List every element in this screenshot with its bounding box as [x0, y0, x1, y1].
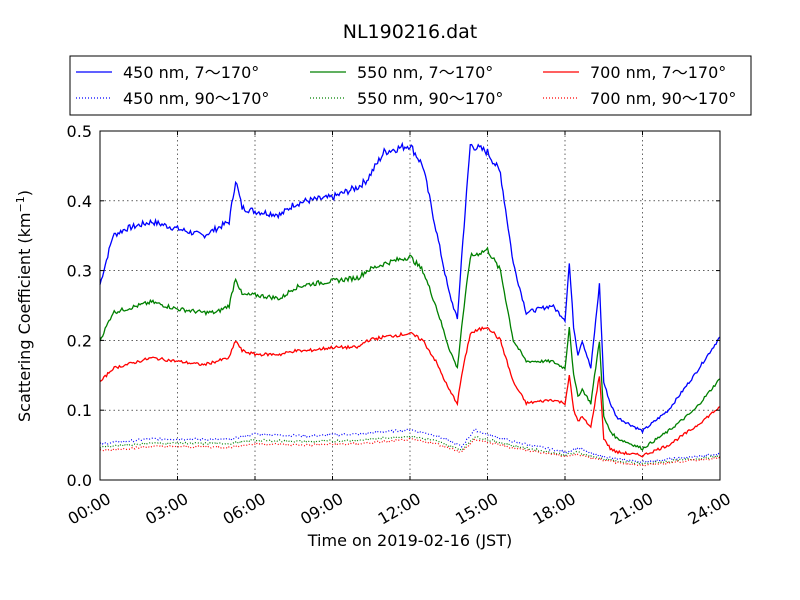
y-tick-label: 0.3: [67, 262, 92, 281]
legend-label-4: 700 nm, 7～170°: [590, 63, 726, 82]
y-tick-label: 0.4: [67, 192, 92, 211]
y-axis-title-close: ): [15, 190, 34, 196]
x-tick-label: 09:00: [297, 489, 346, 529]
series-line-2: [99, 246, 721, 451]
y-tick-label: 0.2: [67, 331, 92, 350]
plot-area: [100, 131, 720, 480]
series-line-4: [99, 326, 721, 458]
legend-label-0: 450 nm, 7～170°: [123, 63, 259, 82]
x-tick-label: 18:00: [530, 489, 579, 529]
y-tick-label: 0.0: [67, 471, 92, 490]
legend-label-2: 550 nm, 7～170°: [357, 63, 493, 82]
y-tick-label: 0.5: [67, 122, 92, 141]
y-axis-title-exponent: −1: [14, 196, 27, 212]
series-line-1: [99, 428, 721, 464]
legend-box: [69, 55, 752, 116]
chart-title: NL190216.dat: [343, 21, 478, 43]
series-line-0: [99, 141, 721, 434]
x-tick-label: 24:00: [685, 489, 734, 529]
series-line-5: [99, 437, 721, 467]
y-axis-title: Scattering Coefficient (km−1): [14, 190, 34, 422]
legend: 450 nm, 7～170° 450 nm, 90～170° 550 nm, 7～1…: [69, 55, 752, 116]
x-tick-label: 06:00: [220, 489, 269, 529]
x-tick-label: 21:00: [607, 489, 656, 529]
x-tick-label: 15:00: [452, 489, 501, 529]
y-axis-title-main: Scattering Coefficient (km: [15, 212, 34, 422]
x-axis-title: Time on 2019-02-16 (JST): [307, 531, 512, 550]
x-tick-label: 03:00: [142, 489, 191, 529]
y-tick-label: 0.1: [67, 401, 92, 420]
x-tick-label: 00:00: [65, 489, 114, 529]
legend-label-1: 450 nm, 90～170°: [123, 89, 269, 108]
legend-label-5: 700 nm, 90～170°: [590, 89, 736, 108]
legend-label-3: 550 nm, 90～170°: [357, 89, 503, 108]
series-group: [99, 141, 721, 467]
series-line-3: [99, 434, 721, 465]
x-tick-label: 12:00: [375, 489, 424, 529]
